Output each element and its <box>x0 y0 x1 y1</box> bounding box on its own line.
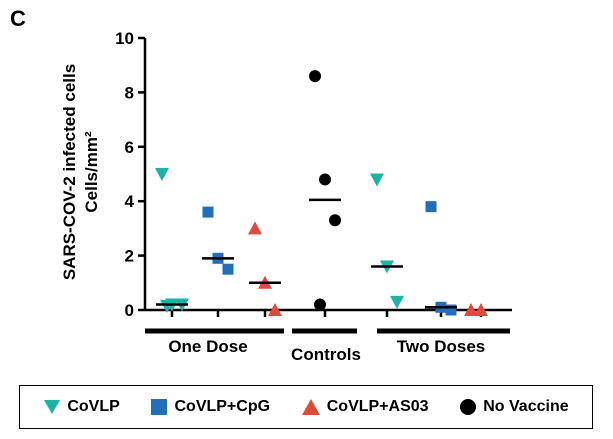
data-point <box>445 304 457 316</box>
y-axis-unit-label: Cells/mm² <box>82 131 101 213</box>
data-point <box>155 168 169 181</box>
y-tick-label: 6 <box>125 138 134 157</box>
chart: C SARS-COV-2 infected cells Cells/mm² 0 2… <box>10 6 512 364</box>
group-labels: One Dose Controls Two Doses <box>145 328 510 364</box>
data-point <box>390 295 404 309</box>
data-point <box>222 263 234 275</box>
triangle-down-icon <box>44 400 61 414</box>
median-lines <box>156 198 457 309</box>
data-point <box>202 206 214 218</box>
y-tick-label: 8 <box>125 83 134 102</box>
legend-item-covlp-as03: CoVLP+AS03 <box>301 398 429 416</box>
data-point <box>314 298 326 311</box>
legend-item-covlp: CoVLP <box>43 398 120 416</box>
data-point <box>329 214 341 227</box>
legend: CoVLP CoVLP+CpG CoVLP+AS03 No Vaccine <box>19 385 593 429</box>
legend-label: No Vaccine <box>483 398 569 415</box>
legend-label: CoVLP+CpG <box>174 398 271 415</box>
legend-label: CoVLP+AS03 <box>326 398 429 415</box>
y-axis-label: SARS-COV-2 infected cells <box>60 64 79 280</box>
y-tick-label: 10 <box>115 29 134 48</box>
y-ticks: 0 2 4 6 8 10 <box>115 29 145 320</box>
y-tick-label: 0 <box>125 301 134 320</box>
data-point <box>370 173 384 187</box>
legend-item-covlp-cpg: CoVLP+CpG <box>150 398 270 416</box>
y-tick-label: 2 <box>125 247 134 266</box>
panel-label: C <box>10 6 26 31</box>
data-point <box>268 303 282 316</box>
data-point <box>464 303 478 316</box>
data-point <box>248 221 262 235</box>
circle-icon <box>460 399 477 415</box>
legend-item-no-vaccine: No Vaccine <box>459 398 569 416</box>
group-label: One Dose <box>168 337 247 356</box>
group-label: Two Doses <box>397 337 485 356</box>
data-point <box>425 201 437 213</box>
data-point <box>319 173 331 186</box>
y-tick-label: 4 <box>125 192 135 211</box>
legend-label: CoVLP <box>67 398 120 415</box>
triangle-up-icon <box>301 399 320 415</box>
data-point <box>474 303 488 316</box>
data-points <box>155 70 488 316</box>
square-icon <box>151 399 168 415</box>
data-point <box>309 70 321 83</box>
data-point <box>160 299 174 313</box>
group-label: Controls <box>291 345 361 364</box>
